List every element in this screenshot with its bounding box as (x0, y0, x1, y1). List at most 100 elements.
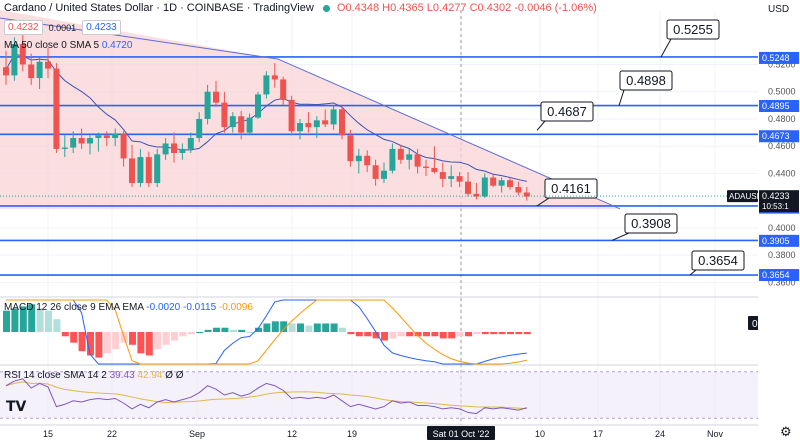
level-callout[interactable]: 0.3908 (611, 213, 678, 241)
candle (137, 148, 144, 188)
callout-box[interactable] (624, 213, 678, 234)
price-tick-label: 0.3800 (768, 250, 796, 260)
last-price-tag[interactable] (759, 190, 799, 213)
level-callouts[interactable]: 0.5255 0.4898 0.4687 0.4161 0.3908 0.3654 (536, 19, 745, 276)
price-level-tag[interactable] (759, 269, 799, 282)
candle (347, 129, 354, 167)
candle (179, 143, 186, 160)
symbol-title[interactable]: Cardano / United States Dollar · 1D · CO… (4, 2, 314, 14)
candle-body (381, 170, 387, 179)
candle-body (3, 67, 9, 76)
callout-box[interactable] (666, 19, 720, 40)
candle (221, 91, 228, 133)
macd-hist-bar (322, 323, 330, 332)
macd-legend[interactable]: MACD 12 26 close 9 EMA EMA -0.0020 -0.01… (4, 302, 253, 313)
buy-button[interactable]: 0.4233 (82, 20, 121, 35)
macd-hist-bar (19, 306, 27, 332)
candle (187, 132, 194, 153)
candle-body (448, 176, 455, 179)
price-level-tag[interactable] (759, 51, 799, 64)
candle-body (423, 166, 429, 168)
macd-hist-bar (364, 332, 372, 337)
candle-body (523, 192, 530, 197)
crosshair-date-tag[interactable] (427, 426, 495, 440)
macd-hist-value: -0.0020 (146, 302, 181, 313)
callout-box[interactable] (540, 101, 594, 122)
candle (271, 63, 278, 88)
candle (229, 112, 236, 133)
price-level-tag[interactable] (759, 100, 799, 113)
callout-box[interactable] (544, 178, 598, 199)
candle (297, 118, 303, 140)
candle-body (28, 64, 35, 79)
candle (355, 148, 362, 174)
macd-hist-bar (221, 327, 229, 332)
candle-body (112, 133, 119, 139)
rsi-legend[interactable]: RSI 14 close SMA 14 2 39.43 42.94 Ø Ø (4, 370, 184, 381)
ma-legend[interactable]: MA 50 close 0 SMA 5 0.4720 (4, 40, 132, 51)
level-callout[interactable]: 0.5255 (660, 19, 720, 58)
ma-legend-value: 0.4720 (101, 40, 133, 51)
time-tick-label: Sat 01 Oct '22 (433, 429, 490, 439)
macd-hist-bar (448, 332, 456, 339)
candle (397, 144, 404, 164)
trade-buttons: 0.4232 0.0001 0.4233 (4, 20, 121, 35)
ma-50-path (5, 53, 527, 182)
candle (490, 173, 497, 188)
price-level-tag[interactable] (759, 130, 799, 143)
candle (498, 177, 505, 193)
macd-hist-bar (465, 332, 472, 337)
candle-body (355, 155, 362, 162)
candle-body (11, 44, 18, 76)
macd-hist-bar (347, 332, 355, 335)
gear-icon[interactable]: ⚙ (780, 424, 792, 439)
ohlc-values: O0.4348 H0.4365 L0.4277 C0.4302 -0.0046 … (336, 2, 597, 14)
candle-body (473, 193, 480, 197)
candle (305, 112, 312, 133)
price-tick-label: 0.5000 (768, 87, 796, 97)
candle (3, 50, 9, 85)
macd-hist-bar (137, 332, 145, 354)
macd-hist-bar (162, 332, 170, 345)
level-callout[interactable]: 0.4898 (618, 70, 673, 106)
price-level-tag[interactable] (759, 234, 799, 247)
macd-hist-bar (196, 332, 204, 333)
candle-body (95, 135, 102, 139)
price-axis-bg (758, 0, 800, 441)
level-callout[interactable]: 0.3654 (689, 250, 745, 276)
callout-box[interactable] (619, 70, 673, 91)
symbol-tag-text: ADAUSD (729, 192, 763, 201)
time-tick-label: Sep (189, 429, 205, 439)
time-axis[interactable]: 15 22 Sep 12 19 Sat 01 Oct '22 10 17 24 Nov (0, 426, 758, 441)
candle (313, 116, 320, 139)
candlesticks (3, 30, 530, 201)
macd-hist-bar (305, 325, 313, 332)
macd-hist-bar (11, 308, 19, 332)
macd-hist-bar (389, 332, 397, 339)
callout-box[interactable] (691, 250, 745, 271)
trendline-upper-left[interactable] (0, 17, 279, 60)
macd-hist-bar (103, 332, 111, 354)
level-callout[interactable]: 0.4161 (536, 178, 598, 207)
macd-signal-value: -0.0096 (218, 302, 253, 313)
macd-hist-bar (204, 329, 212, 332)
candle (11, 37, 18, 81)
candle (423, 159, 429, 177)
candle (103, 131, 110, 147)
time-tick-label: 10 (535, 429, 545, 439)
candle-body (137, 157, 144, 183)
callout-pointer (536, 120, 546, 131)
candle (523, 187, 530, 201)
sell-button[interactable]: 0.4232 (4, 20, 43, 35)
candle-body (414, 154, 421, 167)
candle-body (53, 68, 60, 149)
candle-body (271, 75, 278, 80)
callout-label: 0.4898 (626, 73, 666, 88)
macd-hist-bar (112, 332, 120, 350)
tradingview-logo-icon[interactable]: TV (6, 399, 27, 415)
macd-hist-bar (246, 332, 254, 333)
macd-hist-bar (439, 332, 447, 339)
level-callout[interactable]: 0.4687 (536, 101, 594, 131)
